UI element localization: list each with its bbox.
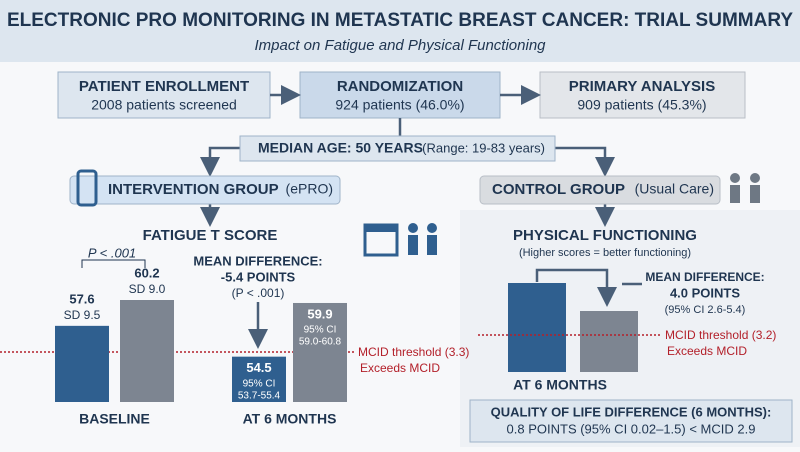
bar <box>120 300 174 402</box>
bar <box>293 302 347 402</box>
mean-diff-value: 4.0 POINTS <box>670 285 740 300</box>
box <box>469 399 793 443</box>
box-title: PATIENT ENROLLMENT <box>79 78 249 95</box>
category-label: AT 6 MONTHS <box>243 411 337 427</box>
box-text: 909 patients (45.3%) <box>577 97 706 113</box>
mcid-label: MCID threshold (3.2) <box>665 328 776 342</box>
mean-diff-value: -5.4 POINTS <box>221 269 296 284</box>
box <box>479 175 721 205</box>
category-label: AT 6 MONTHS <box>513 377 607 393</box>
median-age: MEDIAN AGE: 50 YEARS <box>258 140 423 156</box>
arrows <box>200 85 642 349</box>
value-note: SD 9.5 <box>64 308 101 322</box>
people-icon <box>408 223 437 255</box>
value-label: 54.5 <box>246 360 271 375</box>
value-note: 53.7-55.4 <box>238 390 281 401</box>
value-note: 95% CI <box>304 325 337 336</box>
category-label: BASELINE <box>79 411 150 427</box>
mean-diff-p: (P < .001) <box>232 286 285 300</box>
value-label: 57.6 <box>69 291 94 306</box>
box-text: 2008 patients screened <box>91 97 237 113</box>
calendar-icon <box>363 223 399 257</box>
box <box>57 71 271 119</box>
bar <box>232 356 286 402</box>
mcid-note: Exceeds MCID <box>667 344 747 358</box>
chart-title: FATIGUE T SCORE <box>143 227 278 244</box>
fatigue-bars: BASELINE 57.6 SD 9.5 60.2 SD 9.0 AT 6 MONTHS 5… <box>55 265 347 427</box>
box-title: PRIMARY ANALYSIS <box>569 78 715 95</box>
mcid-label: MCID threshold (3.3) <box>358 345 469 359</box>
group-detail: (Usual Care) <box>635 181 714 197</box>
subtitle: Impact on Fatigue and Physical Functioni… <box>255 37 547 54</box>
bar <box>508 283 566 372</box>
value-note: 95% CI <box>243 378 276 389</box>
bracket <box>81 259 146 268</box>
bar <box>55 325 109 402</box>
value-label: 60.2 <box>134 265 159 280</box>
value-label: 59.9 <box>307 306 332 321</box>
qol-title: QUALITY OF LIFE DIFFERENCE (6 MONTHS): <box>491 404 772 419</box>
group-label: INTERVENTION GROUP <box>108 181 279 198</box>
group-label: CONTROL GROUP <box>492 181 625 198</box>
box <box>69 175 341 205</box>
value-note: 59.0-60.8 <box>299 337 342 348</box>
mcid-note: Exceeds MCID <box>360 361 440 375</box>
value-note: SD 9.0 <box>129 282 166 296</box>
title: ELECTRONIC PRO MONITORING IN METASTATIC … <box>7 10 793 31</box>
phone-icon <box>76 169 98 207</box>
box <box>239 135 556 162</box>
bar <box>580 311 638 372</box>
p-value: P < .001 <box>88 245 136 260</box>
qol-text: 0.8 POINTS (95% CI 0.02–1.5) < MCID 2.9 <box>507 421 756 436</box>
box-text: 924 patients (46.0%) <box>335 97 464 113</box>
mean-diff-label: MEAN DIFFERENCE: <box>193 253 322 268</box>
age-range: (Range: 19-83 years) <box>422 140 545 155</box>
mean-diff-ci: (95% CI 2.6-5.4) <box>665 304 746 316</box>
people-icon <box>730 173 760 203</box>
chart-title: PHYSICAL FUNCTIONING <box>513 227 697 244</box>
box <box>539 71 746 119</box>
mean-diff-label: MEAN DIFFERENCE: <box>645 270 764 284</box>
box-title: RANDOMIZATION <box>337 78 463 95</box>
chart-subtitle: (Higher scores = better functioning) <box>519 247 691 259</box>
group-detail: (ePRO) <box>286 181 333 197</box>
header-bg <box>0 0 800 62</box>
